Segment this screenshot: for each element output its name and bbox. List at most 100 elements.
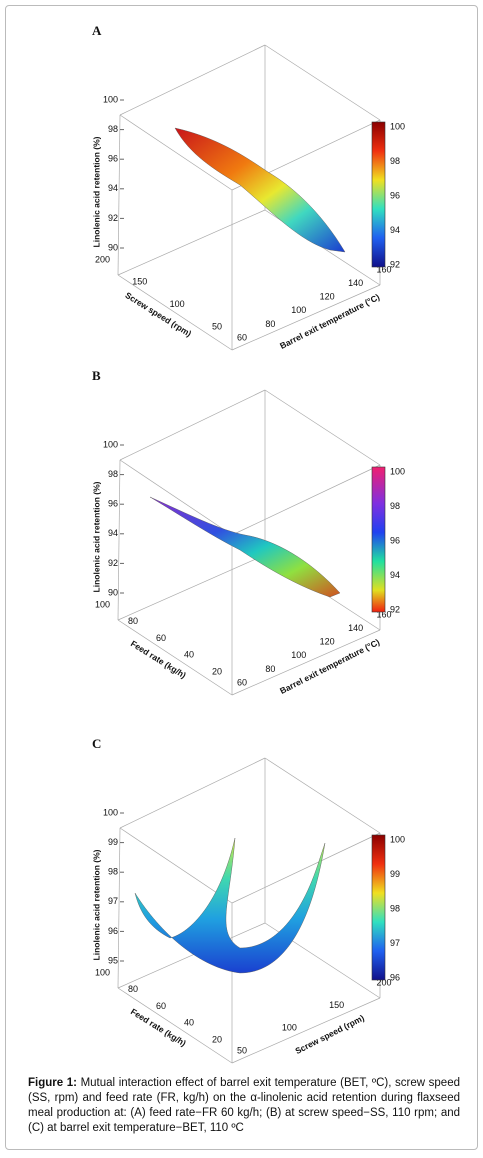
z-axis-label: Linolenic acid retention (%) [91, 136, 101, 247]
z-tick-label: 96 [108, 154, 118, 164]
caption-text: Mutual interaction effect of barrel exit… [28, 1077, 460, 1134]
box-edge [117, 554, 266, 621]
z-tick-label: 94 [108, 528, 118, 538]
colorbar-tick-label: 99 [390, 869, 400, 879]
colorbar-tick-label: 96 [390, 190, 400, 200]
colorbar-tick-label: 100 [390, 834, 405, 844]
box-edge [119, 757, 266, 829]
box-edge [231, 464, 381, 536]
y-tick-label: 60 [156, 1001, 166, 1011]
caption-lead: Figure 1: [28, 1077, 77, 1089]
x-tick-label: 120 [320, 637, 335, 647]
colorbar-tick-label: 98 [390, 156, 400, 166]
box-edge [231, 832, 381, 904]
y-tick-label: 100 [95, 967, 110, 977]
colorbar-tick-label: 92 [390, 604, 400, 614]
y-tick-label: 60 [156, 633, 166, 643]
z-tick-label: 100 [103, 94, 118, 104]
colorbar-tick-label: 96 [390, 535, 400, 545]
z-axis-label: Linolenic acid retention (%) [91, 849, 101, 960]
x-tick-label: 80 [265, 319, 275, 329]
box-edge [117, 274, 233, 351]
y-tick-label: 20 [212, 1034, 222, 1044]
x-tick-label: 200 [376, 977, 391, 987]
y-axis-label: Feed rate (kg/h) [129, 638, 188, 680]
y-tick-label: 150 [132, 277, 147, 287]
z-tick-label: 95 [108, 955, 118, 965]
y-tick-label: 20 [212, 666, 222, 676]
x-tick-label: 100 [291, 305, 306, 315]
colorbar [371, 834, 386, 981]
y-tick-label: 50 [212, 321, 222, 331]
z-tick-label: 94 [108, 183, 118, 193]
x-tick-label: 60 [237, 332, 247, 342]
colorbar-tick-label: 94 [390, 225, 400, 235]
box-edge [119, 44, 266, 116]
z-tick-label: 92 [108, 213, 118, 223]
x-axis-label: Screw speed (rpm) [294, 1013, 366, 1057]
z-tick-label: 92 [108, 558, 118, 568]
box-edge [119, 459, 233, 536]
z-tick-label: 96 [108, 499, 118, 509]
y-tick-label: 100 [170, 299, 185, 309]
colorbar-tick-label: 98 [390, 903, 400, 913]
box-edge [117, 459, 121, 621]
panel-label: C [92, 736, 101, 751]
box-edge [231, 284, 381, 351]
response-surface [149, 496, 341, 598]
z-tick-label: 97 [108, 896, 118, 906]
colorbar-tick-label: 98 [390, 501, 400, 511]
y-axis-label: Screw speed (rpm) [123, 290, 193, 339]
y-tick-label: 80 [128, 616, 138, 626]
y-tick-label: 40 [184, 650, 194, 660]
box-edge [117, 987, 233, 1064]
x-tick-label: 100 [282, 1023, 297, 1033]
x-tick-label: 120 [320, 292, 335, 302]
box-edge [264, 389, 381, 466]
response-surface [174, 127, 346, 253]
box-edge [117, 827, 121, 989]
figure: A Linolenic acid retention (%) 100 98 96 94 92… [91, 23, 405, 1064]
y-tick-label: 100 [95, 599, 110, 609]
z-tick-label: 96 [108, 926, 118, 936]
z-tick-label: 98 [108, 867, 118, 877]
z-tick-label: 100 [103, 439, 118, 449]
box-edge [119, 827, 233, 904]
box-edge [117, 922, 266, 989]
y-tick-label: 80 [128, 984, 138, 994]
box-edge [264, 44, 381, 121]
z-tick-label: 90 [108, 587, 118, 597]
z-tick-label: 100 [103, 807, 118, 817]
x-tick-label: 50 [237, 1045, 247, 1055]
x-tick-label: 80 [265, 664, 275, 674]
figure-frame [5, 5, 478, 1150]
x-tick-label: 140 [348, 623, 363, 633]
box-edge [119, 114, 233, 191]
colorbar-tick-label: 92 [390, 259, 400, 269]
z-tick-label: 90 [108, 242, 118, 252]
colorbar [371, 466, 386, 613]
colorbar-tick-label: 97 [390, 938, 400, 948]
x-tick-label: 140 [348, 278, 363, 288]
y-tick-label: 40 [184, 1018, 194, 1028]
box-edge [231, 629, 381, 696]
z-tick-label: 98 [108, 469, 118, 479]
caption: Figure 1: Mutual interaction effect of b… [28, 1076, 460, 1136]
box-edge [117, 619, 233, 696]
x-tick-label: 150 [329, 1000, 344, 1010]
y-axis-label: Feed rate (kg/h) [129, 1006, 188, 1048]
z-tick-label: 98 [108, 124, 118, 134]
x-tick-label: 60 [237, 677, 247, 687]
panel-label: B [92, 368, 101, 383]
response-surface [134, 837, 326, 974]
colorbar-tick-label: 100 [390, 121, 405, 131]
colorbar-tick-label: 96 [390, 972, 400, 982]
colorbar-tick-label: 94 [390, 570, 400, 580]
box-edge [264, 757, 381, 834]
colorbar [371, 121, 386, 268]
x-tick-label: 100 [291, 650, 306, 660]
colorbar-tick-label: 100 [390, 466, 405, 476]
panel-label: A [92, 23, 102, 38]
box-edge [119, 389, 266, 461]
